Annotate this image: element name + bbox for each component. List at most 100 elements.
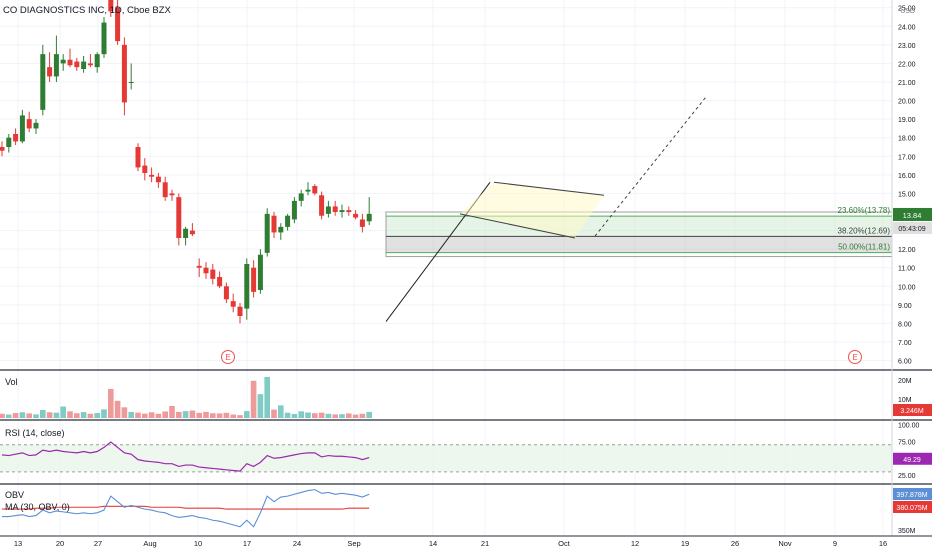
candle bbox=[203, 267, 209, 274]
volume-bar bbox=[332, 414, 338, 418]
fib-label: 38.20%(12.69) bbox=[838, 226, 891, 235]
price-tick: 18.00 bbox=[898, 136, 916, 143]
volume-bar bbox=[12, 413, 19, 418]
earnings-marker-1-label: E bbox=[225, 353, 230, 362]
candle bbox=[67, 59, 73, 66]
candle bbox=[6, 137, 12, 147]
candle bbox=[60, 59, 66, 64]
candle bbox=[325, 206, 331, 214]
volume-tick: 20M bbox=[898, 378, 912, 385]
candle bbox=[319, 195, 325, 216]
volume-bar bbox=[189, 410, 196, 418]
volume-bar bbox=[305, 412, 311, 418]
rsi-tick: 75.00 bbox=[898, 439, 916, 446]
candle bbox=[189, 230, 195, 235]
candle bbox=[40, 54, 46, 110]
volume-bar bbox=[0, 413, 5, 418]
candle bbox=[87, 63, 93, 66]
volume-bar bbox=[278, 405, 284, 418]
rsi-label[interactable]: RSI (14, close) bbox=[5, 428, 65, 438]
candle bbox=[128, 82, 134, 83]
time-tick: 26 bbox=[731, 539, 739, 548]
time-tick: 27 bbox=[94, 539, 102, 548]
candle bbox=[142, 165, 148, 173]
price-tick: 11.00 bbox=[898, 266, 915, 273]
time-tick: 13 bbox=[14, 539, 22, 548]
currency-label: USD bbox=[900, 8, 915, 15]
time-tick: 21 bbox=[481, 539, 489, 548]
candle bbox=[312, 186, 318, 194]
obv-tick: 350M bbox=[898, 528, 916, 535]
rsi-line bbox=[1, 441, 370, 472]
candle bbox=[251, 267, 257, 292]
earnings-marker-2 bbox=[848, 350, 862, 364]
obv-ma-last: 380.075M bbox=[896, 505, 927, 512]
flag-fill bbox=[460, 182, 604, 238]
volume-bar bbox=[182, 411, 189, 418]
candle bbox=[26, 119, 32, 129]
rsi-last: 49.29 bbox=[903, 457, 921, 464]
obv-label[interactable]: OBV bbox=[5, 490, 24, 500]
fib-zone-lower bbox=[386, 236, 892, 253]
obv-ma-label[interactable]: MA (30, OBV, 0) bbox=[5, 502, 70, 512]
time-tick: 9 bbox=[833, 539, 837, 548]
volume-label[interactable]: Vol bbox=[5, 377, 18, 387]
candle bbox=[217, 277, 223, 287]
price-tick: 24.00 bbox=[898, 24, 916, 31]
time-tick: 20 bbox=[56, 539, 64, 548]
price-tick: 12.00 bbox=[898, 247, 916, 254]
candle bbox=[244, 264, 250, 309]
time-tick: 10 bbox=[194, 539, 202, 548]
volume-bar bbox=[142, 413, 148, 418]
price-tick: 6.00 bbox=[898, 359, 912, 366]
volume-bar bbox=[223, 412, 230, 418]
price-tick: 19.00 bbox=[898, 117, 916, 124]
candle bbox=[115, 7, 121, 42]
candle bbox=[257, 254, 263, 290]
obv-last-badge bbox=[893, 488, 932, 500]
volume-bar bbox=[196, 412, 202, 418]
volume-bar bbox=[148, 412, 155, 418]
rsi-tick: 100.00 bbox=[898, 422, 920, 429]
volume-bar bbox=[162, 411, 168, 418]
candle bbox=[223, 286, 229, 300]
candle bbox=[135, 147, 141, 168]
candle bbox=[332, 206, 338, 212]
countdown-badge bbox=[893, 221, 932, 234]
volume-bar bbox=[121, 407, 128, 418]
volume-bar bbox=[128, 411, 134, 418]
time-tick: 24 bbox=[293, 539, 301, 548]
volume-last-badge bbox=[893, 404, 932, 416]
candle bbox=[149, 174, 155, 177]
volume-bar bbox=[271, 409, 277, 418]
volume-bar bbox=[216, 413, 223, 418]
volume-bar bbox=[312, 413, 318, 418]
volume-bar bbox=[169, 405, 175, 418]
volume-bar bbox=[19, 412, 26, 418]
volume-bar bbox=[114, 400, 121, 418]
obv-pane bbox=[2, 489, 370, 528]
time-tick: 16 bbox=[879, 539, 887, 548]
candle bbox=[13, 134, 19, 142]
volume-bar bbox=[80, 412, 87, 418]
candle bbox=[237, 306, 243, 316]
time-tick: 14 bbox=[429, 539, 437, 548]
candle bbox=[19, 115, 25, 142]
volume-bar bbox=[6, 414, 12, 418]
volume-tick: 10M bbox=[898, 397, 912, 404]
price-tick: 20.00 bbox=[898, 99, 916, 106]
volume-bar bbox=[298, 411, 304, 418]
volume-bar bbox=[284, 412, 291, 418]
price-tick: 17.00 bbox=[898, 154, 916, 161]
volume-bar bbox=[26, 413, 32, 418]
rsi-band bbox=[0, 444, 892, 472]
candle bbox=[101, 22, 107, 55]
volume-bar bbox=[60, 406, 66, 418]
rsi-pane bbox=[0, 441, 892, 473]
volume-bar bbox=[210, 413, 216, 418]
candle bbox=[196, 265, 202, 268]
price-tick: 16.00 bbox=[898, 173, 916, 180]
time-tick: 19 bbox=[681, 539, 689, 548]
